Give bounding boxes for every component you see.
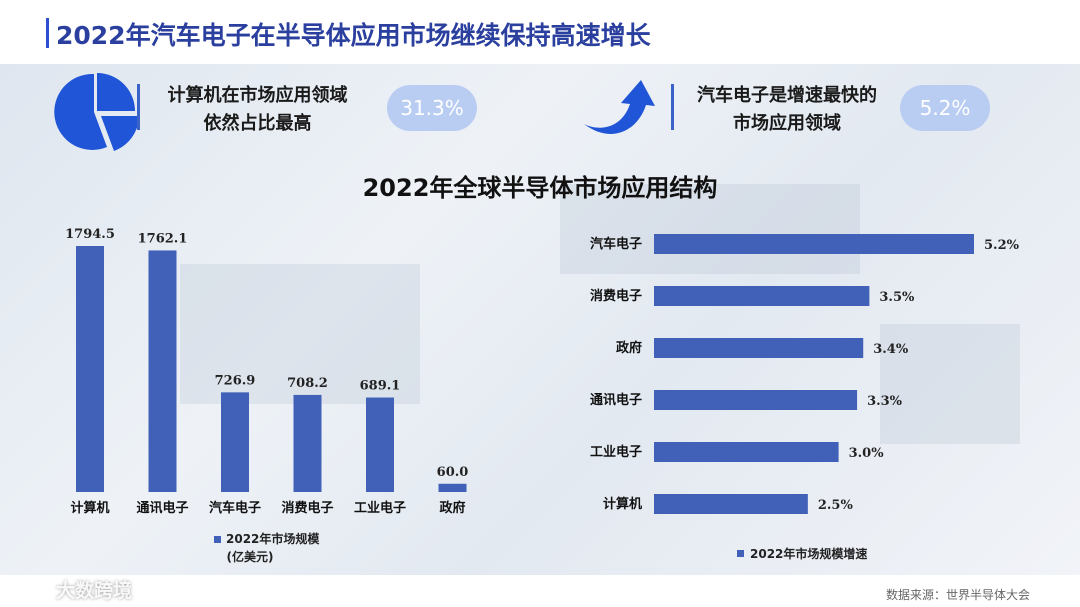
- hbar-0: [654, 234, 974, 254]
- kpi-line: 汽车电子是增速最快的: [697, 85, 877, 106]
- bar-value-label: 726.9: [215, 373, 256, 388]
- bar-0: [76, 246, 104, 492]
- bar-value-label: 60.0: [437, 465, 469, 480]
- kpi-computer-text: 计算机在市场应用领域 依然占比最高: [150, 82, 365, 138]
- bar-value-label: 708.2: [287, 376, 328, 391]
- bar-category-label: 消费电子: [281, 500, 333, 516]
- title-bar: [0, 0, 1080, 64]
- kpi-line: 计算机在市场应用领域: [167, 85, 348, 106]
- bar-value-label: 689.1: [360, 379, 401, 394]
- legend-label: 2022年市场规模: [226, 531, 320, 546]
- hbar-category-label: 政府: [616, 340, 642, 356]
- hbar-1: [654, 286, 870, 306]
- hbar-category-label: 消费电子: [590, 288, 642, 304]
- kpi-line: 依然占比最高: [203, 113, 312, 134]
- kpi-value-badge: 31.3%: [387, 85, 477, 131]
- pie-chart-icon: [54, 73, 139, 151]
- hbar-value-label: 3.4%: [873, 342, 909, 357]
- content-area: [0, 64, 1080, 607]
- hbar-category-label: 工业电子: [590, 444, 642, 460]
- source-note: 数据来源：世界半导体大会: [885, 588, 1030, 602]
- bar-1: [148, 250, 177, 492]
- kpi-divider: [671, 84, 674, 130]
- circuit-decoration: [180, 264, 420, 404]
- bar-category-label: 汽车电子: [209, 500, 261, 516]
- kpi-auto-text: 汽车电子是增速最快的 市场应用领域: [682, 82, 892, 138]
- bar-3: [293, 394, 322, 492]
- legend-swatch: [214, 536, 221, 543]
- hbar-value-label: 3.0%: [849, 446, 885, 461]
- hbar-3: [654, 390, 858, 410]
- hbar-value-label: 5.2%: [984, 238, 1020, 253]
- bar-5: [438, 483, 467, 492]
- hbar-category-label: 汽车电子: [590, 236, 642, 252]
- hbar-category-label: 计算机: [603, 496, 642, 512]
- legend-label: 2022年市场规模增速: [750, 546, 867, 561]
- bar-value-label: 1762.1: [138, 231, 188, 246]
- title-accent: [46, 18, 49, 48]
- hbar-value-label: 3.3%: [867, 394, 903, 409]
- bar-value-label: 1794.5: [65, 227, 115, 242]
- bar-category-label: 工业电子: [354, 500, 406, 516]
- bar-category-label: 政府: [439, 500, 465, 516]
- legend-label: (亿美元): [227, 549, 274, 564]
- hbar-4: [654, 442, 839, 462]
- bar-2: [221, 392, 249, 492]
- page-title: 2022年汽车电子在半导体应用市场继续保持高速增长: [56, 21, 651, 50]
- hbar-5: [654, 494, 808, 514]
- footer-bar: [0, 575, 1080, 607]
- kpi-line: 市场应用领域: [733, 113, 841, 134]
- hbar-value-label: 3.5%: [879, 290, 915, 305]
- circuit-decoration: [880, 324, 1020, 444]
- hbar-value-label: 2.5%: [818, 498, 854, 513]
- bar-category-label: 通讯电子: [136, 500, 188, 516]
- curved-arrow-up-icon: [584, 80, 655, 134]
- hbar-category-label: 通讯电子: [590, 392, 642, 408]
- legend-swatch: [737, 550, 744, 557]
- kpi-divider: [137, 84, 140, 130]
- logo: 大数跨境: [56, 580, 133, 602]
- kpi-value-badge: 5.2%: [900, 85, 990, 131]
- hbar-2: [654, 338, 864, 358]
- chart-title: 2022年全球半导体市场应用结构: [362, 174, 718, 202]
- bar-4: [366, 397, 394, 492]
- circuit-decoration: [560, 184, 860, 274]
- bar-category-label: 计算机: [70, 500, 109, 516]
